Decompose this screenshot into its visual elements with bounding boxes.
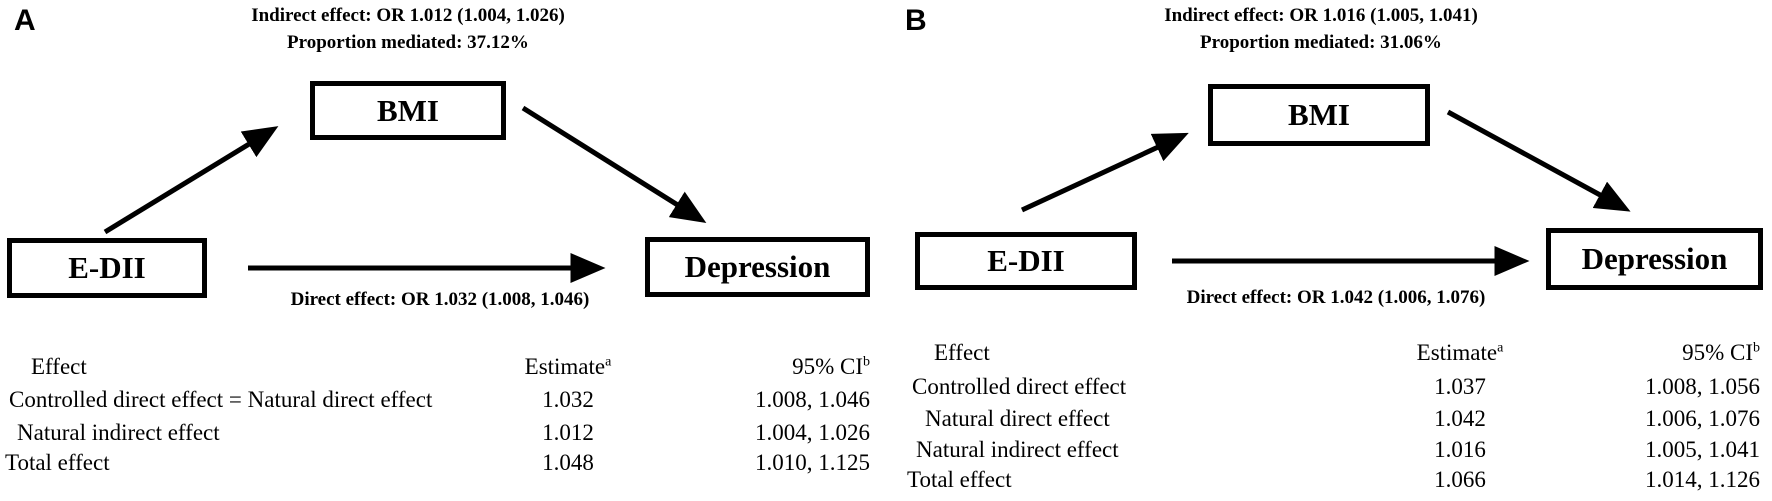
mediator-box: BMI xyxy=(310,81,506,140)
exposure-box: E-DII xyxy=(7,238,207,298)
estimate-cell: 1.012 xyxy=(542,420,594,445)
mediator-to-outcome-arrow xyxy=(1446,109,1631,212)
panel-label: B xyxy=(905,4,927,37)
table-header-row: Effect Estimatea 95% CIb xyxy=(886,340,1772,368)
estimate-footnote-mark: a xyxy=(605,354,612,370)
table-header-row: Effect Estimatea 95% CIb xyxy=(0,354,886,382)
indirect-effect-text: Indirect effect: OR 1.012 (1.004, 1.026) xyxy=(251,5,565,26)
exposure-to-mediator-arrow xyxy=(103,126,279,235)
estimate-header: Estimatea xyxy=(1416,340,1504,365)
estimate-cell: 1.016 xyxy=(1434,437,1486,462)
estimate-cell: 1.042 xyxy=(1434,406,1486,431)
ci-header: 95% CIb xyxy=(1682,340,1760,365)
table-row: Natural indirect effect 1.016 1.005, 1.0… xyxy=(886,437,1772,465)
indirect-effect-text: Indirect effect: OR 1.016 (1.005, 1.041) xyxy=(1164,5,1478,26)
table-row: Natural indirect effect 1.012 1.004, 1.0… xyxy=(0,420,886,448)
table-row: Total effect 1.066 1.014, 1.126 xyxy=(886,467,1772,495)
estimate-cell: 1.066 xyxy=(1434,467,1486,492)
outcome-box: Depression xyxy=(1546,228,1763,290)
ci-footnote-mark: b xyxy=(1753,340,1760,356)
exposure-box: E-DII xyxy=(915,232,1137,290)
ci-cell: 1.010, 1.125 xyxy=(755,450,870,475)
ci-cell: 1.005, 1.041 xyxy=(1645,437,1760,462)
mediator-box: BMI xyxy=(1208,84,1430,146)
effect-cell: Natural direct effect xyxy=(925,406,1110,431)
panel-a: A Indirect effect: OR 1.012 (1.004, 1.02… xyxy=(0,4,886,478)
effect-cell: Natural indirect effect xyxy=(17,420,220,445)
exposure-to-mediator-arrow xyxy=(1020,132,1189,213)
estimate-header: Estimatea xyxy=(524,354,612,379)
table-row: Natural direct effect 1.042 1.006, 1.076 xyxy=(886,406,1772,434)
effect-cell: Controlled direct effect = Natural direc… xyxy=(9,387,433,412)
direct-effect-text: Direct effect: OR 1.032 (1.008, 1.046) xyxy=(290,289,590,310)
proportion-mediated-text: Proportion mediated: 31.06% xyxy=(1200,32,1442,53)
path-arrows xyxy=(103,105,707,283)
estimate-footnote-mark: a xyxy=(1497,340,1504,356)
panel-label: A xyxy=(14,4,36,37)
direct-effect-text: Direct effect: OR 1.042 (1.006, 1.076) xyxy=(1186,287,1486,308)
ci-cell: 1.006, 1.076 xyxy=(1645,406,1760,431)
mediator-to-outcome-arrow xyxy=(521,105,707,223)
table-row: Controlled direct effect 1.037 1.008, 1.… xyxy=(886,374,1772,402)
ci-cell: 1.004, 1.026 xyxy=(755,420,870,445)
outcome-box: Depression xyxy=(645,237,870,297)
panel-b: B Indirect effect: OR 1.016 (1.005, 1.04… xyxy=(886,0,1772,501)
effect-cell: Natural indirect effect xyxy=(916,437,1119,462)
ci-cell: 1.014, 1.126 xyxy=(1645,467,1760,492)
effect-header: Effect xyxy=(934,340,990,365)
path-arrows xyxy=(1020,109,1631,276)
ci-header: 95% CIb xyxy=(792,354,870,379)
proportion-mediated-text: Proportion mediated: 37.12% xyxy=(287,32,529,53)
ci-cell: 1.008, 1.056 xyxy=(1645,374,1760,399)
estimate-cell: 1.048 xyxy=(542,450,594,475)
estimate-cell: 1.037 xyxy=(1434,374,1486,399)
effect-cell: Total effect xyxy=(5,450,110,475)
effect-cell: Total effect xyxy=(907,467,1012,492)
ci-cell: 1.008, 1.046 xyxy=(755,387,870,412)
estimate-cell: 1.032 xyxy=(542,387,594,412)
table-row: Controlled direct effect = Natural direc… xyxy=(0,387,886,415)
ci-footnote-mark: b xyxy=(863,354,870,370)
table-row: Total effect 1.048 1.010, 1.125 xyxy=(0,450,886,478)
effect-cell: Controlled direct effect xyxy=(912,374,1127,399)
effect-header: Effect xyxy=(31,354,87,379)
